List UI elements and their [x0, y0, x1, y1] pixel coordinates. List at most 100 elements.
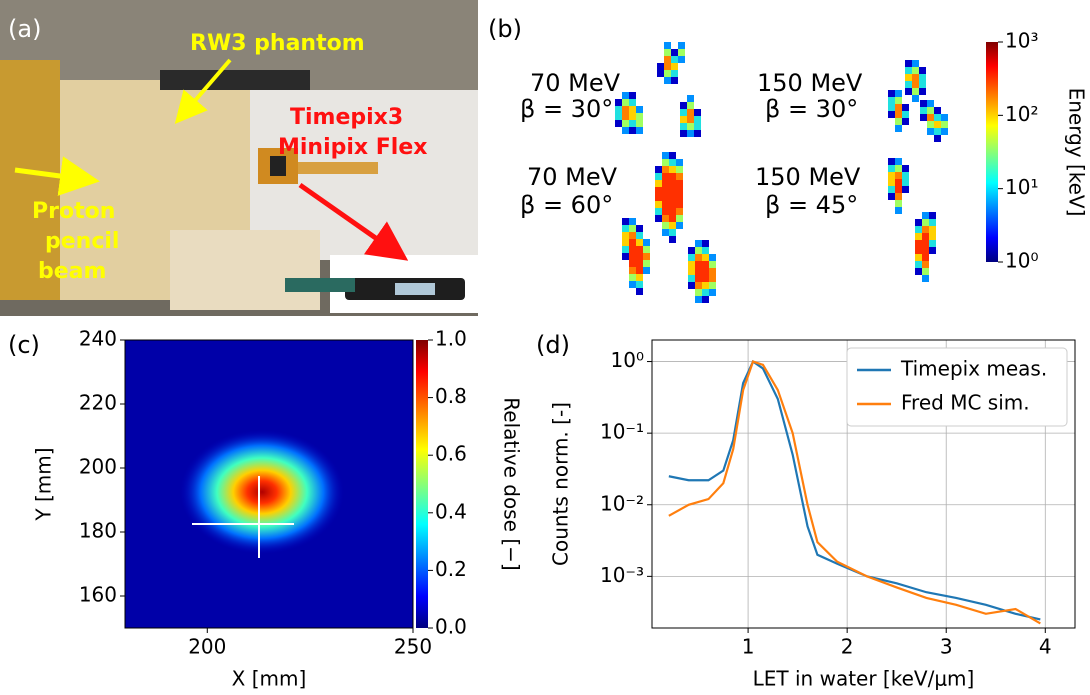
cluster-pixel: [636, 267, 643, 274]
cluster-pixel: [662, 215, 669, 222]
cluster-pixel: [688, 254, 695, 261]
cluster-pixel: [902, 118, 909, 125]
cluster-pixel: [941, 128, 948, 135]
cluster-pixel: [662, 201, 669, 208]
cluster-pixel: [662, 194, 669, 201]
cluster-pixel: [629, 99, 636, 106]
cluster-pixel: [695, 247, 702, 254]
cluster-pixel: [888, 179, 895, 186]
cluster-pixel: [676, 222, 683, 229]
cluster-pixel: [688, 247, 695, 254]
pixel-clusters: [615, 42, 948, 303]
cluster-pixel: [680, 109, 687, 116]
cluster-pixel: [934, 121, 941, 128]
cluster-pixel: [912, 67, 919, 74]
cluster-pixel: [915, 268, 922, 275]
cluster-pixel: [702, 240, 709, 247]
cluster-pixel: [676, 194, 683, 201]
cluster-pixel: [695, 254, 702, 261]
cluster-pixel: [888, 111, 895, 118]
cluster-pixel: [643, 246, 650, 253]
cluster-pixel: [687, 95, 694, 102]
cluster-pixel: [941, 114, 948, 121]
x-tick-label: 200: [188, 635, 226, 659]
cluster-pixel: [629, 225, 636, 232]
cluster-pixel: [895, 207, 902, 214]
cluster-pixel: [622, 239, 629, 246]
cluster-pixel: [676, 208, 683, 215]
cluster-pixel: [922, 240, 929, 247]
cluster-pixel: [902, 104, 909, 111]
y-tick-label: 10⁻³: [600, 563, 644, 587]
data-line: [668, 359, 1041, 621]
cluster-pixel: [671, 49, 678, 56]
cluster-pixel: [669, 229, 676, 236]
cluster-pixel: [636, 106, 643, 113]
colorbar-tick-label: 0.4: [435, 499, 467, 523]
colorbar: [986, 42, 998, 262]
cluster-pixel: [915, 261, 922, 268]
colorbar-tick-label: 0.6: [435, 442, 467, 466]
cluster-pixel: [662, 173, 669, 180]
cluster-pixel: [919, 81, 926, 88]
cluster-pixel: [662, 159, 669, 166]
cluster-pixel: [912, 60, 919, 67]
cluster-pixel: [702, 254, 709, 261]
cluster-pixel: [676, 215, 683, 222]
y-tick-label: 220: [79, 391, 117, 415]
cluster-pixel: [915, 226, 922, 233]
cluster-pixel: [922, 261, 929, 268]
cluster-pixel: [927, 107, 934, 114]
cluster-pixel: [902, 186, 909, 193]
cluster-pixel: [657, 63, 664, 70]
cluster-pixel: [695, 240, 702, 247]
cluster-pixel: [702, 261, 709, 268]
cluster-pixel: [922, 275, 929, 282]
cluster-pixel: [905, 60, 912, 67]
cluster-pixel: [622, 225, 629, 232]
cluster-pixel: [922, 268, 929, 275]
cluster-pixel: [655, 208, 662, 215]
cluster-pixel: [709, 275, 716, 282]
cluster-pixel: [687, 123, 694, 130]
cluster-pixel: [902, 111, 909, 118]
cluster-pixel: [702, 247, 709, 254]
cluster-pixel: [888, 186, 895, 193]
cluster-pixel: [915, 219, 922, 226]
cluster-pixel: [622, 120, 629, 127]
cluster-pixel: [636, 274, 643, 281]
cluster-pixel: [669, 173, 676, 180]
cluster-pixel: [919, 67, 926, 74]
cluster-pixel: [895, 111, 902, 118]
y-tick-label: 180: [79, 519, 117, 543]
cluster-pixel: [702, 296, 709, 303]
colorbar-tick-label: 0.8: [435, 384, 467, 408]
plot-frame: [651, 339, 1076, 629]
cluster-pixel: [694, 109, 701, 116]
y-tick-label: 200: [79, 455, 117, 479]
cluster-pixel: [615, 106, 622, 113]
cluster-pixel: [629, 239, 636, 246]
colorbar-tick-label: 1.0: [435, 327, 467, 351]
cluster-pixel: [929, 240, 936, 247]
cluster-pixel: [669, 194, 676, 201]
cluster-pixel: [695, 275, 702, 282]
cluster-pixel: [676, 201, 683, 208]
cluster-pixel: [662, 187, 669, 194]
cluster-pixel: [680, 102, 687, 109]
cluster-pixel: [695, 261, 702, 268]
cluster-pixel: [895, 165, 902, 172]
cluster-pixel: [888, 158, 895, 165]
cluster-pixel: [629, 127, 636, 134]
cluster-pixel: [709, 289, 716, 296]
cluster-pixel: [669, 180, 676, 187]
legend: [846, 347, 1068, 427]
cluster-pixel: [702, 289, 709, 296]
cluster-pixel: [636, 113, 643, 120]
cluster-pixel: [922, 254, 929, 261]
cluster-pixel: [905, 74, 912, 81]
cluster-pixel: [912, 88, 919, 95]
arrow: [14, 156, 100, 196]
cluster-pixel: [669, 236, 676, 243]
cluster-pixel: [622, 232, 629, 239]
